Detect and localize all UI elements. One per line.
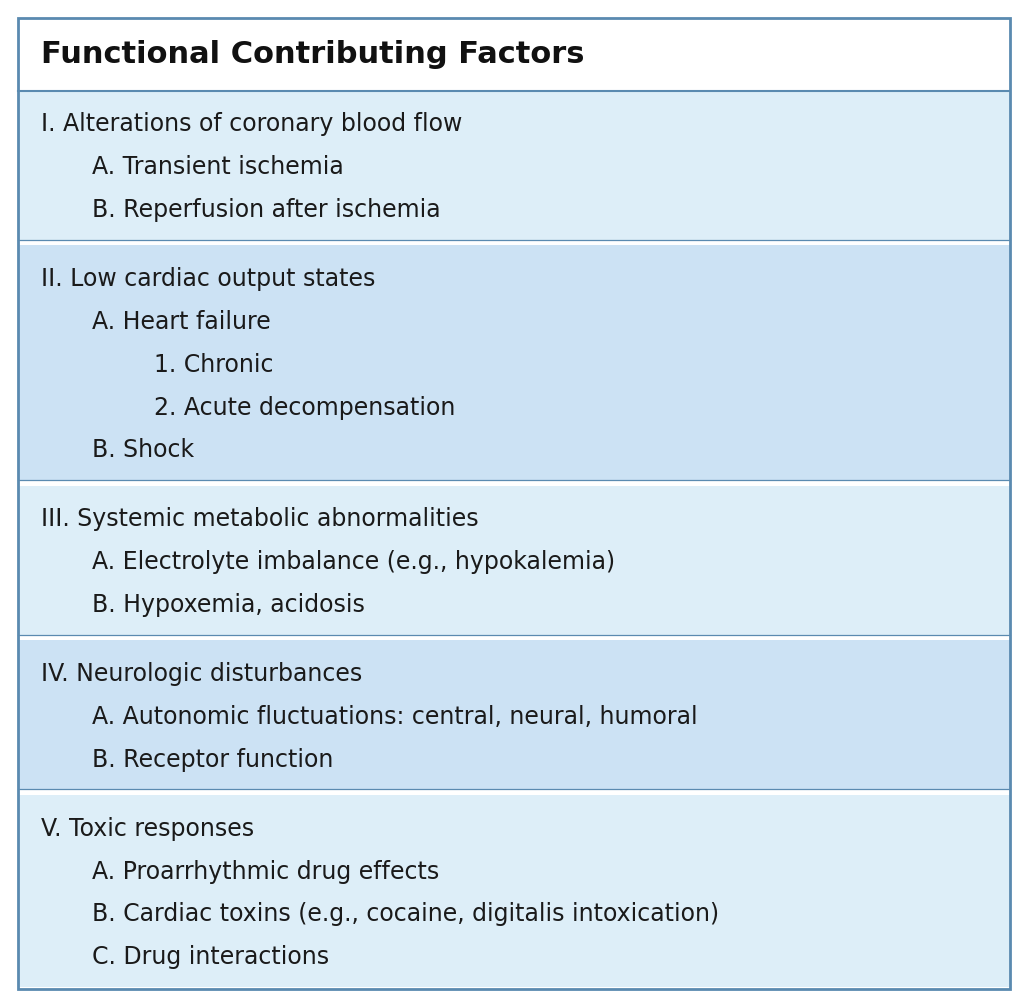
Bar [19,795,1009,987]
Text: II. Low cardiac output states: II. Low cardiac output states [41,267,375,291]
Text: A. Proarrhythmic drug effects: A. Proarrhythmic drug effects [93,860,439,884]
Text: B. Hypoxemia, acidosis: B. Hypoxemia, acidosis [93,593,365,617]
Bar [19,485,1009,634]
Text: A. Electrolyte imbalance (e.g., hypokalemia): A. Electrolyte imbalance (e.g., hypokale… [93,550,615,574]
Text: IV. Neurologic disturbances: IV. Neurologic disturbances [41,663,362,686]
Text: I. Alterations of coronary blood flow: I. Alterations of coronary blood flow [41,113,462,136]
Bar [19,246,1009,480]
Text: A. Transient ischemia: A. Transient ischemia [93,155,343,179]
Text: Functional Contributing Factors: Functional Contributing Factors [41,39,584,68]
Bar [19,91,1009,240]
Bar [19,18,1009,91]
Bar [19,640,1009,789]
Text: 1. Chronic: 1. Chronic [154,352,273,377]
Text: B. Receptor function: B. Receptor function [93,748,333,771]
Text: B. Shock: B. Shock [93,438,194,462]
Text: 2. Acute decompensation: 2. Acute decompensation [154,396,455,420]
Text: V. Toxic responses: V. Toxic responses [41,817,254,841]
Text: A. Heart failure: A. Heart failure [93,310,270,334]
Text: C. Drug interactions: C. Drug interactions [93,946,329,970]
Text: B. Cardiac toxins (e.g., cocaine, digitalis intoxication): B. Cardiac toxins (e.g., cocaine, digita… [93,902,720,926]
Text: III. Systemic metabolic abnormalities: III. Systemic metabolic abnormalities [41,508,478,532]
Text: B. Reperfusion after ischemia: B. Reperfusion after ischemia [93,198,441,222]
Text: A. Autonomic fluctuations: central, neural, humoral: A. Autonomic fluctuations: central, neur… [93,705,698,729]
